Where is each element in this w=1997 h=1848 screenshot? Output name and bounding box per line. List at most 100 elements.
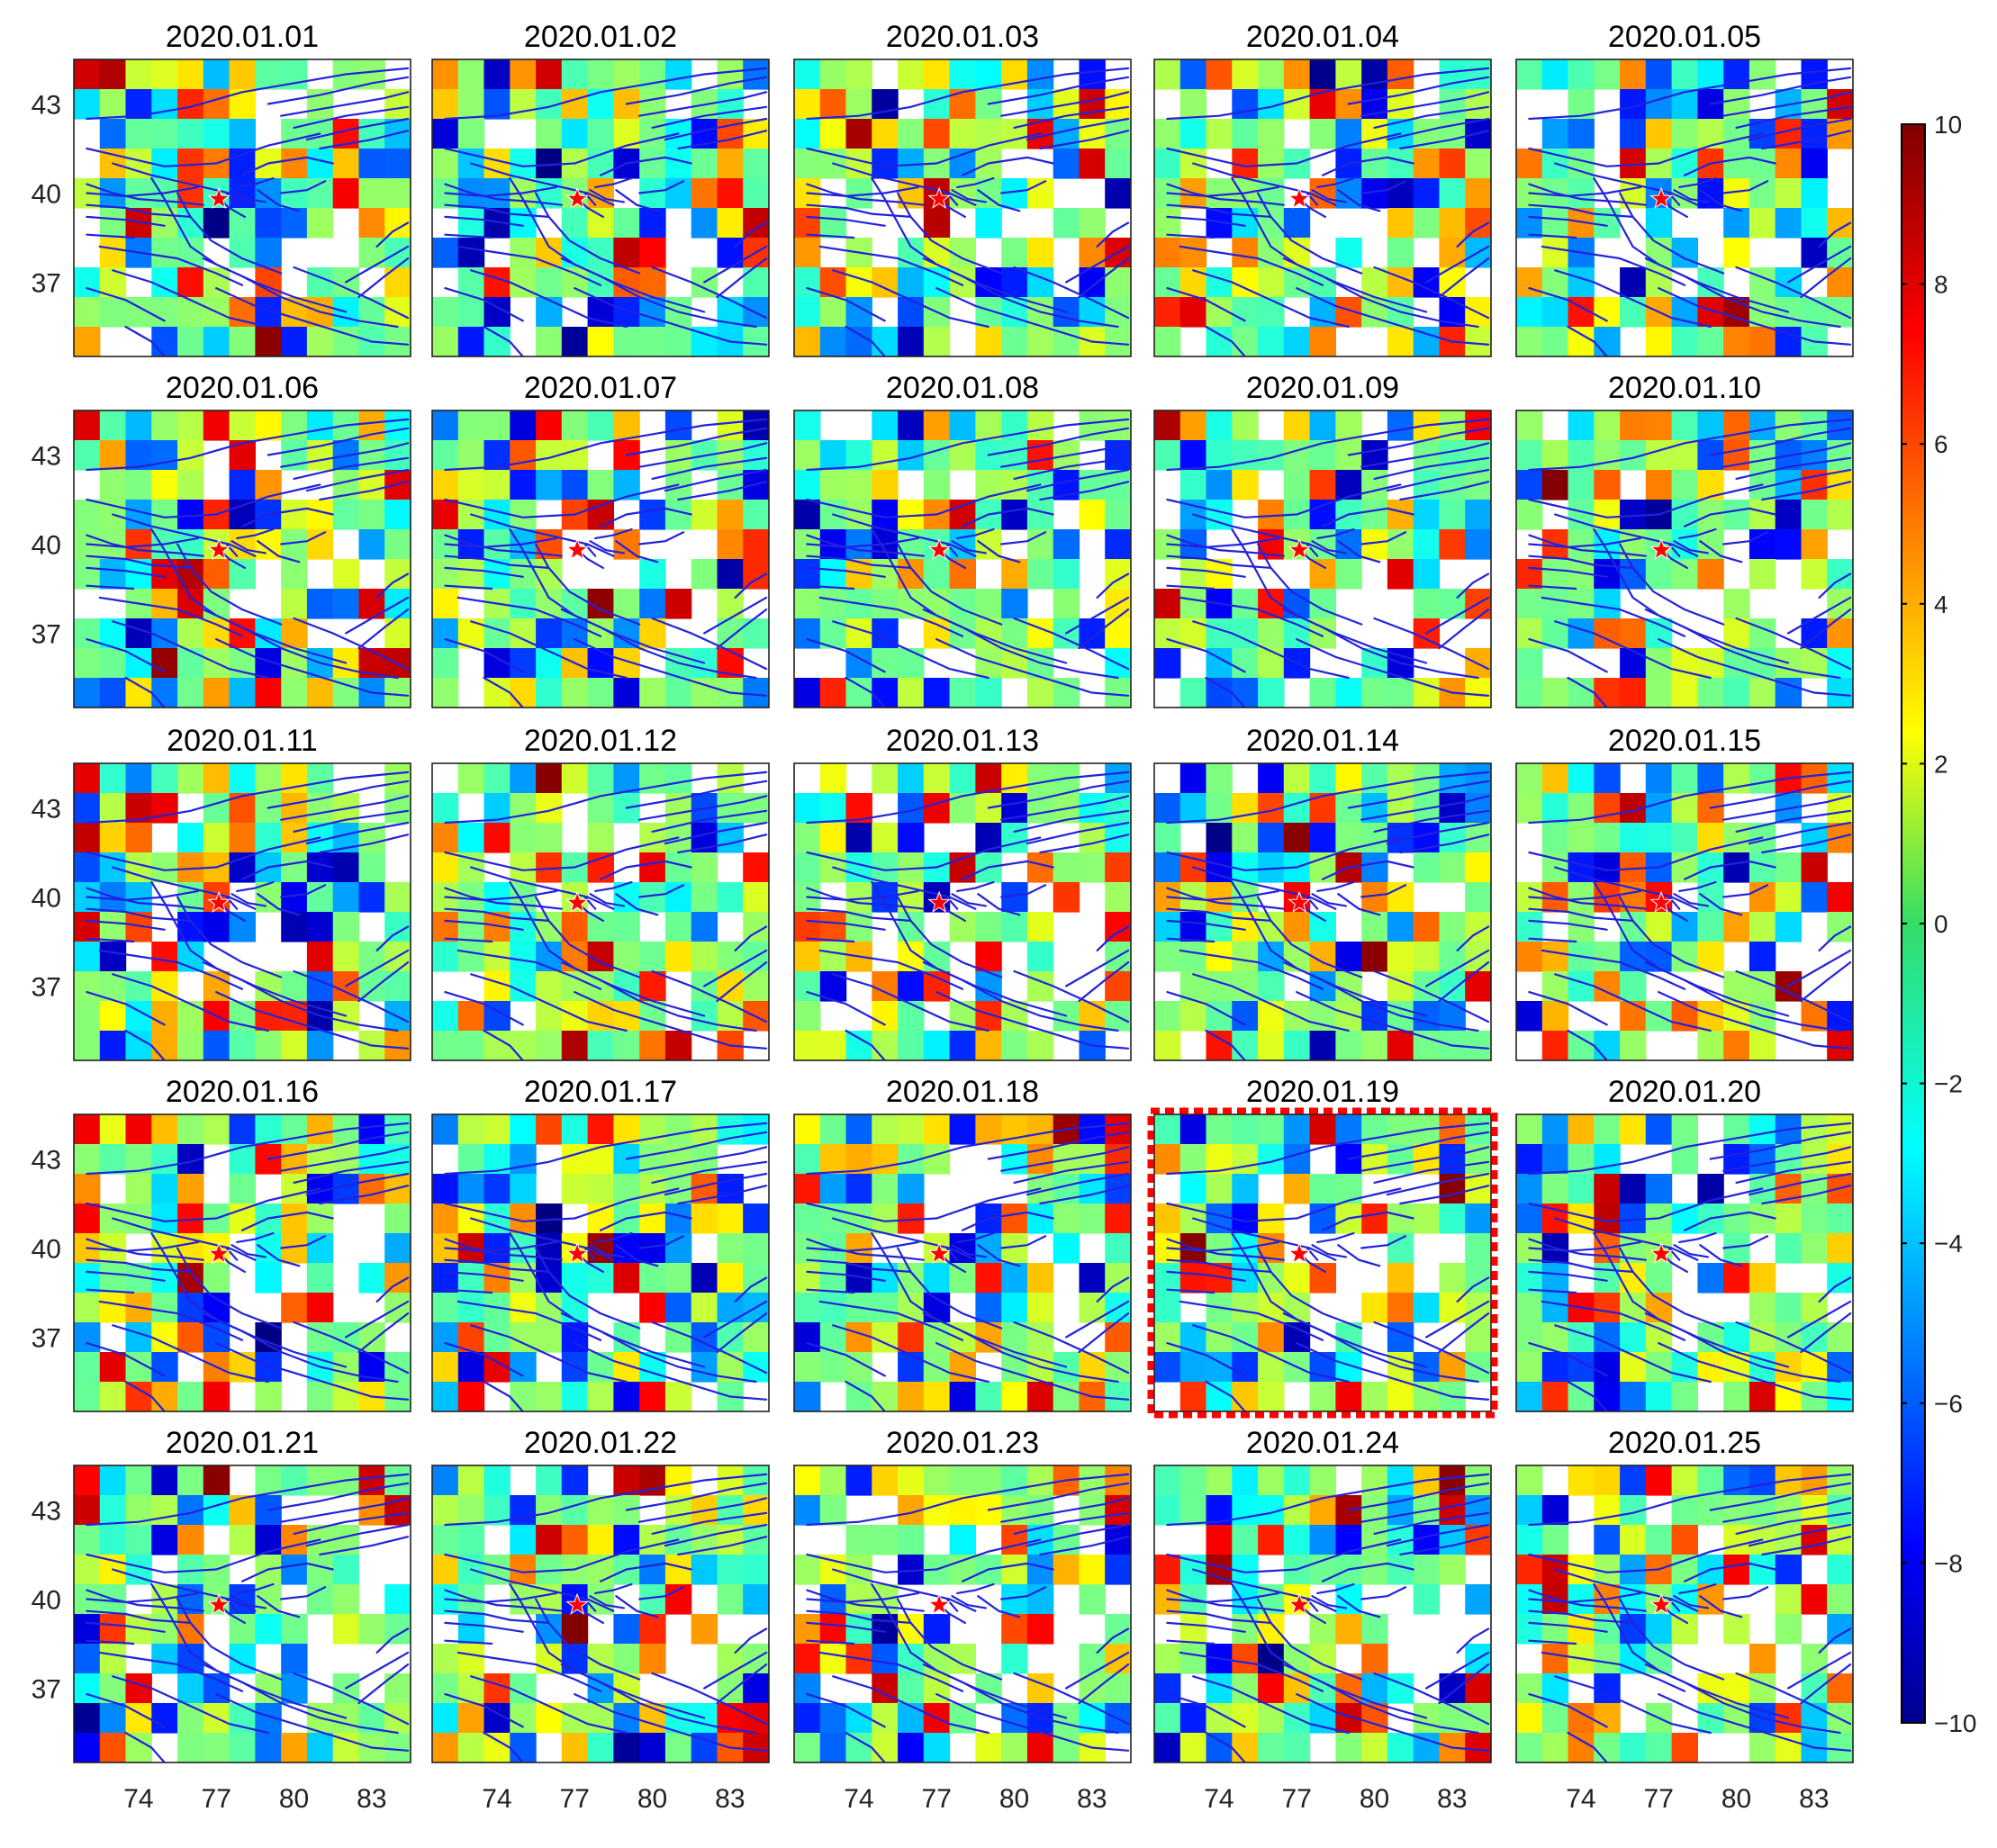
fault-trace	[305, 468, 410, 492]
fault-trace	[1528, 185, 1642, 197]
fault-trace	[1554, 1675, 1712, 1735]
panel-title: 2020.01.05	[1608, 20, 1761, 54]
anomaly-cell	[1645, 208, 1673, 239]
anomaly-cell	[1827, 267, 1853, 298]
anomaly-cell	[923, 119, 951, 149]
anomaly-cell	[457, 1733, 485, 1762]
anomaly-cell	[1206, 119, 1233, 149]
fault-trace	[375, 925, 410, 951]
anomaly-cell	[1645, 327, 1673, 356]
anomaly-cell	[457, 1174, 485, 1204]
anomaly-cell	[99, 119, 127, 149]
anomaly-cell	[923, 1293, 951, 1323]
anomaly-cell	[1645, 470, 1673, 500]
anomaly-cell	[872, 678, 899, 708]
anomaly-cell	[1697, 1465, 1724, 1496]
anomaly-cell	[384, 1233, 411, 1264]
fault-trace	[806, 418, 1130, 472]
anomaly-cell	[1541, 942, 1569, 972]
anomaly-cell	[819, 297, 847, 328]
fault-trace	[483, 676, 524, 708]
fault-trace	[1735, 105, 1852, 129]
anomaly-cell	[1361, 1614, 1388, 1645]
fault-trace	[1360, 180, 1407, 194]
fault-trace	[1528, 836, 1764, 871]
anomaly-cell	[1154, 149, 1181, 179]
fault-trace	[945, 543, 959, 557]
anomaly-cell	[151, 327, 178, 356]
fault-trace	[1528, 67, 1852, 121]
anomaly-cell	[1594, 1495, 1621, 1526]
anomaly-cell	[975, 1293, 1002, 1323]
fault-trace	[832, 1324, 989, 1384]
anomaly-cell	[1516, 1382, 1543, 1411]
anomaly-cell	[1105, 500, 1131, 530]
anomaly-cell	[587, 410, 614, 441]
fault-trace	[236, 880, 275, 892]
anomaly-cell	[1723, 327, 1750, 356]
fault-trace	[112, 1568, 257, 1612]
y-tick-label: 37	[32, 1675, 61, 1705]
anomaly-cell	[384, 1031, 411, 1060]
anomaly-cell	[639, 238, 666, 268]
anomaly-cell	[332, 589, 360, 619]
anomaly-cell	[898, 1673, 925, 1704]
anomaly-cell	[358, 500, 385, 530]
fault-lines	[806, 418, 1130, 708]
anomaly-cell	[1206, 1322, 1233, 1353]
anomaly-cell	[151, 1352, 178, 1383]
anomaly-cell	[639, 327, 666, 356]
anomaly-cell	[1439, 1144, 1466, 1175]
anomaly-cell	[898, 1465, 925, 1496]
fault-lines	[1166, 1473, 1490, 1762]
anomaly-cell	[1283, 1174, 1311, 1204]
anomaly-cell	[717, 793, 744, 824]
anomaly-cell	[483, 410, 511, 441]
fault-trace	[677, 834, 768, 854]
panel-12: 2020.01.12	[431, 724, 770, 1061]
fault-trace	[124, 325, 166, 356]
anomaly-cell	[898, 410, 925, 441]
fault-trace	[1386, 468, 1490, 492]
fault-trace	[1541, 1300, 1686, 1341]
fault-trace	[444, 1270, 524, 1282]
panel-19: 2020.01.19	[1147, 1075, 1498, 1419]
anomaly-cell	[432, 1203, 459, 1234]
anomaly-cell	[1541, 1001, 1569, 1032]
anomaly-cell	[1749, 208, 1776, 239]
fault-trace	[1026, 1523, 1130, 1547]
anomaly-cell	[1232, 208, 1259, 239]
anomaly-cell	[1309, 912, 1336, 942]
anomaly-cell	[536, 823, 563, 853]
fault-trace	[806, 1240, 920, 1252]
anomaly-cell	[1258, 1525, 1285, 1555]
anomaly-cell	[457, 1114, 485, 1145]
panel-frame	[431, 1113, 770, 1412]
anomaly-cell	[1749, 1031, 1776, 1060]
fault-lines	[444, 1473, 768, 1762]
anomaly-cell	[255, 1263, 282, 1294]
fault-trace	[832, 513, 977, 557]
anomaly-cell	[794, 410, 821, 441]
anomaly-cell	[1283, 1031, 1311, 1060]
anomaly-cell	[1283, 793, 1311, 824]
anomaly-cell	[1827, 1673, 1853, 1704]
anomaly-cell	[229, 763, 256, 794]
anomaly-cell	[125, 823, 152, 853]
anomaly-cell	[203, 1263, 230, 1294]
anomaly-cell	[1827, 1114, 1853, 1145]
anomaly-cell	[1568, 971, 1595, 1002]
anomaly-cell	[1232, 1525, 1259, 1555]
fault-trace	[456, 245, 602, 286]
fault-lines	[1528, 67, 1852, 356]
anomaly-cell	[1154, 1293, 1181, 1323]
anomaly-cell	[74, 678, 101, 708]
anomaly-cell	[1001, 1203, 1028, 1234]
anomaly-cell	[1335, 1031, 1362, 1060]
fault-trace	[638, 442, 768, 468]
panel-title: 2020.01.17	[524, 1075, 677, 1109]
anomaly-cell	[1594, 823, 1621, 853]
fault-trace	[1013, 456, 1130, 480]
fault-trace	[1306, 192, 1319, 206]
